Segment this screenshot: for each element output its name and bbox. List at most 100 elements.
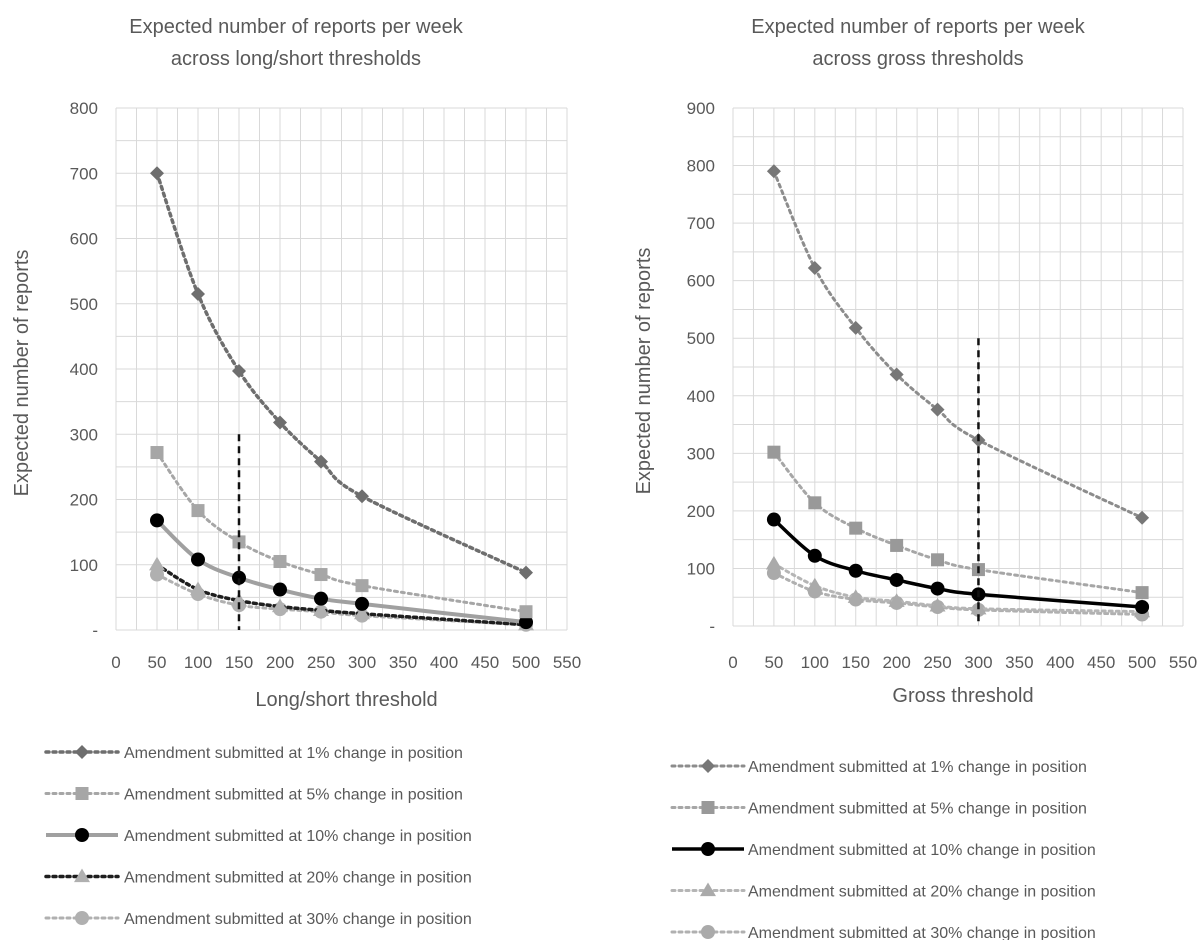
data-point (150, 446, 164, 460)
y-axis-title: Expected number of reports (11, 250, 33, 497)
legend-swatch-marker (701, 801, 715, 814)
data-point (231, 592, 247, 607)
data-point (808, 496, 822, 510)
data-point (806, 577, 823, 592)
y-tick-label: 500 (687, 329, 715, 348)
data-point (889, 367, 904, 382)
legend-swatch-marker (75, 911, 89, 925)
legend: Amendment submitted at 1% change in posi… (44, 745, 472, 928)
data-point (191, 286, 205, 301)
data-point (519, 615, 533, 630)
data-point (232, 535, 246, 549)
y-tick-label: 800 (70, 99, 98, 118)
x-tick-label: 100 (801, 653, 829, 672)
x-tick-label: 500 (512, 653, 540, 672)
legend: Amendment submitted at 1% change in posi… (670, 759, 1096, 940)
data-point (889, 572, 904, 587)
legend-item: Amendment submitted at 1% change in posi… (44, 745, 463, 762)
y-axis-title: Expected number of reports (633, 248, 655, 495)
legend-label: Amendment submitted at 1% change in posi… (124, 745, 463, 762)
legend-item: Amendment submitted at 20% change in pos… (44, 868, 472, 887)
data-point (232, 570, 246, 585)
x-tick-label: 500 (1128, 653, 1156, 672)
y-tick-label: 400 (687, 387, 715, 406)
x-tick-label: 300 (964, 653, 992, 672)
x-tick-label: 150 (842, 653, 870, 672)
x-tick-label: 550 (553, 653, 581, 672)
data-point (150, 166, 164, 181)
x-tick-label: 200 (882, 653, 910, 672)
legend-item: Amendment submitted at 5% change in posi… (44, 787, 463, 804)
legend-label: Amendment submitted at 30% change in pos… (124, 911, 472, 928)
y-tick-label: 300 (687, 444, 715, 463)
chart-long-short: Expected number of reports per week acros… (11, 16, 581, 928)
series-group (765, 164, 1151, 622)
y-tick-label: 400 (70, 360, 98, 379)
data-point (767, 445, 781, 459)
legend-swatch-marker (701, 759, 715, 773)
data-point (355, 579, 369, 593)
legend-label: Amendment submitted at 5% change in posi… (748, 801, 1087, 818)
chart-title-line: across gross thresholds (812, 48, 1023, 70)
data-point (355, 596, 369, 611)
x-tick-label: 350 (389, 653, 417, 672)
data-point (519, 605, 533, 619)
data-point (519, 565, 533, 580)
y-tick-label: 700 (70, 164, 98, 183)
x-tick-label: 450 (471, 653, 499, 672)
data-point (150, 513, 164, 528)
y-tick-label: 900 (687, 99, 715, 118)
data-point (354, 605, 370, 620)
data-point (849, 521, 863, 535)
data-point (930, 402, 945, 417)
legend-item: Amendment submitted at 5% change in posi… (670, 801, 1087, 818)
legend-item: Amendment submitted at 30% change in pos… (44, 911, 472, 928)
y-tick-label: 800 (687, 157, 715, 176)
legend-item: Amendment submitted at 1% change in posi… (670, 759, 1087, 776)
data-point (807, 261, 822, 276)
legend-label: Amendment submitted at 10% change in pos… (124, 828, 472, 845)
x-tick-label: 450 (1087, 653, 1115, 672)
legend-item: Amendment submitted at 20% change in pos… (670, 882, 1096, 901)
x-tick-label: 550 (1169, 653, 1197, 672)
x-axis-title: Gross threshold (892, 685, 1033, 707)
y-tick-label: 100 (70, 556, 98, 575)
data-point (1135, 510, 1150, 525)
legend-swatch-marker (701, 925, 715, 939)
legend-item: Amendment submitted at 30% change in pos… (670, 925, 1096, 940)
legend-label: Amendment submitted at 10% change in pos… (748, 842, 1096, 859)
legend-swatch-marker (701, 842, 715, 856)
legend-label: Amendment submitted at 5% change in posi… (124, 787, 463, 804)
legend-item: Amendment submitted at 10% change in pos… (672, 842, 1096, 859)
x-tick-label: 200 (266, 653, 294, 672)
data-point (314, 454, 328, 469)
y-tick-label: - (709, 617, 715, 636)
chart-title-line: across long/short thresholds (171, 48, 421, 70)
data-point (273, 415, 287, 430)
legend-label: Amendment submitted at 30% change in pos… (748, 925, 1096, 940)
data-point (232, 363, 246, 378)
y-tick-label: 600 (687, 272, 715, 291)
data-point (807, 548, 822, 563)
data-point (931, 553, 945, 567)
legend-label: Amendment submitted at 20% change in pos… (124, 870, 472, 887)
data-point (314, 591, 328, 606)
data-point (766, 512, 781, 527)
grid (732, 107, 1184, 627)
y-tick-label: 500 (70, 295, 98, 314)
y-tick-label: 700 (687, 214, 715, 233)
data-point (191, 504, 205, 518)
series-group (149, 166, 534, 632)
data-point (150, 567, 164, 582)
y-tick-label: 100 (687, 559, 715, 578)
data-point (929, 597, 946, 612)
legend-swatch-marker (75, 745, 89, 759)
y-tick-label: 200 (687, 502, 715, 521)
legend-swatch-marker (75, 828, 89, 842)
legend-swatch-marker (74, 868, 90, 883)
x-tick-label: 50 (148, 653, 167, 672)
data-point (890, 538, 904, 552)
data-point (1135, 600, 1150, 615)
x-tick-label: 250 (923, 653, 951, 672)
